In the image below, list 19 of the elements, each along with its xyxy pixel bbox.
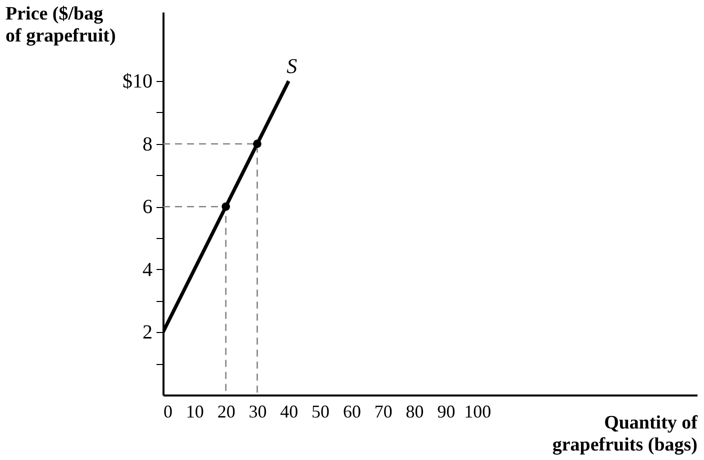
x-tick-label: 80 [406,402,424,422]
x-tick-label: 90 [437,402,456,422]
y-tick-label: 2 [142,322,152,344]
x-tick-label: 100 [464,402,492,422]
y-tick-label: 8 [142,133,152,156]
x-axis-title: Quantity of grapefruits (bags) [552,412,698,456]
x-tick-label: 20 [217,402,236,422]
x-tick-label: 40 [280,402,298,422]
x-tick-label: 10 [186,402,204,422]
series-label: S [286,54,298,78]
y-tick-label: 6 [142,196,152,218]
y-axis-title: Price ($/bag of grapefruit) [6,4,116,46]
y-tick-label: $10 [122,70,152,93]
x-tick-label: 70 [374,402,392,422]
x-tick-label: 0 [164,402,172,422]
y-tick-label: 4 [142,258,152,281]
x-tick-label: 50 [312,402,330,422]
x-tick-label: 60 [342,402,361,422]
x-tick-label: 30 [248,402,267,422]
